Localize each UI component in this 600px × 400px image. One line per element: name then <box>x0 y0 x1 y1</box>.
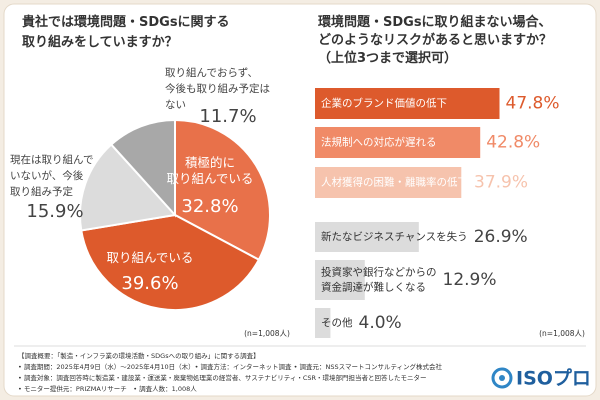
slice-label-line: ない <box>165 99 186 111</box>
bar-value: 42.8% <box>486 133 540 153</box>
bar-value: 47.8% <box>506 94 560 114</box>
sample-note: (n=1,008人) <box>539 329 585 338</box>
footnote: • モニター提供元：PRIZMAリサーチ • 調査人数：1,008人 <box>18 384 197 393</box>
bar <box>315 88 500 119</box>
chart-title: 環境問題・SDGsに取り組まない場合、どのようなリスクがあると思いますか？ （上位… <box>318 14 552 66</box>
bar <box>315 308 331 338</box>
bar-label: 新たなビジネスチャンスを失う <box>321 230 468 243</box>
chart-title-line: どのようなリスクがあると思いますか？ <box>318 32 552 48</box>
bar-value: 37.9% <box>474 173 528 193</box>
slice-label: 取り組んでいる <box>107 250 194 265</box>
slice-label-line: 今後も取り組み予定は <box>165 82 270 95</box>
bar-label: その他 <box>321 316 353 329</box>
slice-label-line: 取り組んでいる <box>107 250 194 265</box>
footnote: 【調査概要：「製造・インフラ業の環境活動・SDGsへの取り組み」に関する調査】 <box>18 351 260 360</box>
logo-icon <box>491 367 513 389</box>
bar-label-line: 投資家や銀行などからの <box>321 266 437 279</box>
pie-slice <box>80 213 261 311</box>
footnote: • 調査対象：調査回答時に製造業・建設業・運送業・廃棄物処理業の経営者、サステナ… <box>18 373 427 382</box>
bar-label-line: 企業のブランド価値の低下 <box>321 97 447 110</box>
slice-label-line: 積極的に <box>185 155 235 170</box>
slice-label-line: 現在は取り組んで <box>10 153 93 166</box>
footnote: • 調査期間：2025年4月9日（水）〜2025年4月10日（木）• 調査方法：… <box>18 362 443 371</box>
chart-title: 貴社では環境問題・SDGsに関する取り組みをしていますか？ <box>22 14 230 50</box>
slice-label: 現在は取り組んでいないが、今後取り組み予定 <box>10 153 93 198</box>
bar <box>315 260 365 300</box>
pie-slice <box>109 118 176 218</box>
slice-value: 11.7% <box>199 106 256 127</box>
chart-title-line: 環境問題・SDGsに取り組まない場合、 <box>318 14 552 30</box>
slice-label-line: 取り組み予定 <box>10 185 73 198</box>
slice-label-line: 取り組んでいる <box>167 171 254 186</box>
bar-label-line: 資金調達が難しくなる <box>321 281 426 294</box>
bar-label-line: 人材獲得の困難・離職率の低下 <box>321 176 468 189</box>
chart-title-line: 取り組みをしていますか？ <box>22 34 178 50</box>
slice-value: 15.9% <box>26 201 83 222</box>
sample-note: (n=1,008人) <box>244 329 290 338</box>
bar-value: 12.9% <box>443 270 497 290</box>
pie-slice <box>174 118 271 262</box>
slice-label-line: 取り組んでおらず、 <box>165 66 258 79</box>
bar-label-line: 法規制への対応が遅れる <box>321 136 437 149</box>
bar-value: 4.0% <box>359 313 402 333</box>
slice-value: 32.8% <box>181 196 238 217</box>
bar <box>315 167 462 198</box>
bar-label: 企業のブランド価値の低下 <box>321 97 447 110</box>
slice-label: 取り組んでおらず、今後も取り組み予定はない <box>165 66 270 111</box>
logo-text: ISOプロ <box>516 367 591 390</box>
bar-label-line: その他 <box>321 316 353 329</box>
bar-label: 人材獲得の困難・離職率の低下 <box>321 176 468 189</box>
bar <box>315 222 419 252</box>
bar-value: 26.9% <box>474 227 528 247</box>
bar-label-line: 新たなビジネスチャンスを失う <box>321 230 468 243</box>
pie-slice <box>79 143 177 232</box>
slice-label-line: いないが、今後 <box>10 169 84 182</box>
chart-title-line: （上位3つまで選択可） <box>318 50 457 66</box>
slice-label: 積極的に取り組んでいる <box>167 155 254 186</box>
bar-label: 投資家や銀行などからの資金調達が難しくなる <box>321 266 437 294</box>
bar-label: 法規制への対応が遅れる <box>321 136 437 149</box>
chart-title-line: 貴社では環境問題・SDGsに関する <box>22 14 230 30</box>
slice-value: 39.6% <box>121 273 178 294</box>
bar <box>315 127 481 158</box>
logo-icon-dot <box>499 375 505 381</box>
